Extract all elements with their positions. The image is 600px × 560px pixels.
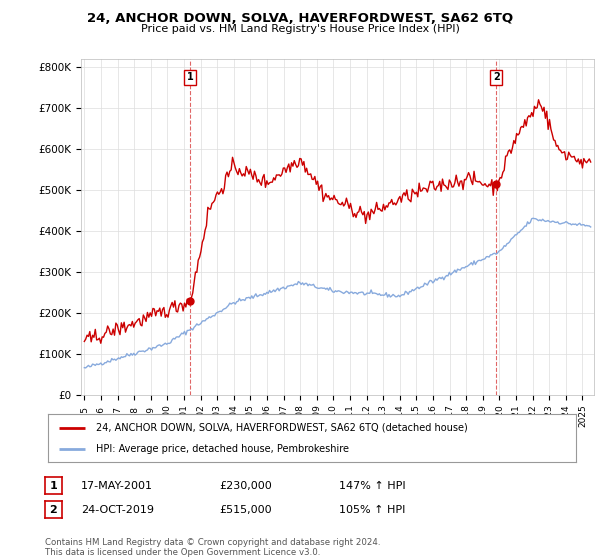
Text: HPI: Average price, detached house, Pembrokeshire: HPI: Average price, detached house, Pemb…	[95, 444, 349, 454]
Text: £515,000: £515,000	[219, 505, 272, 515]
Text: 105% ↑ HPI: 105% ↑ HPI	[339, 505, 406, 515]
Text: 24, ANCHOR DOWN, SOLVA, HAVERFORDWEST, SA62 6TQ (detached house): 24, ANCHOR DOWN, SOLVA, HAVERFORDWEST, S…	[95, 423, 467, 433]
Text: 147% ↑ HPI: 147% ↑ HPI	[339, 480, 406, 491]
Text: Price paid vs. HM Land Registry's House Price Index (HPI): Price paid vs. HM Land Registry's House …	[140, 24, 460, 34]
Text: Contains HM Land Registry data © Crown copyright and database right 2024.
This d: Contains HM Land Registry data © Crown c…	[45, 538, 380, 557]
Text: 1: 1	[50, 480, 57, 491]
Text: 17-MAY-2001: 17-MAY-2001	[81, 480, 153, 491]
Text: 1: 1	[187, 72, 193, 82]
Text: 24, ANCHOR DOWN, SOLVA, HAVERFORDWEST, SA62 6TQ: 24, ANCHOR DOWN, SOLVA, HAVERFORDWEST, S…	[87, 12, 513, 25]
Text: 2: 2	[493, 72, 500, 82]
Text: £230,000: £230,000	[219, 480, 272, 491]
Text: 24-OCT-2019: 24-OCT-2019	[81, 505, 154, 515]
Text: 2: 2	[50, 505, 57, 515]
